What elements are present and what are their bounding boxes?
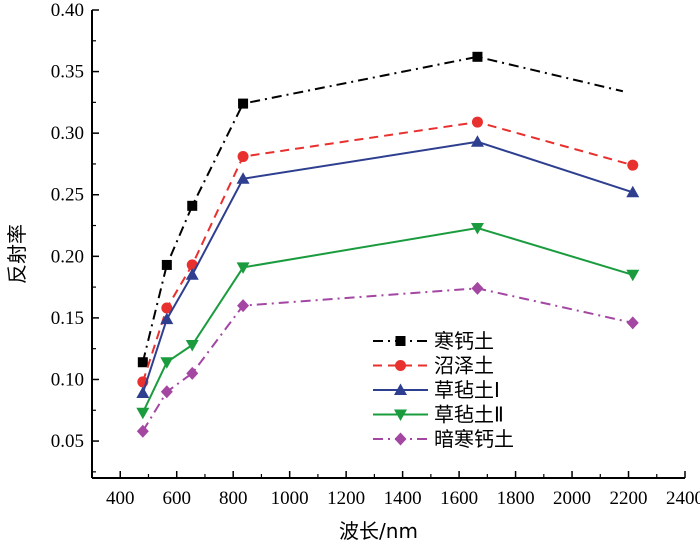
data-point — [236, 262, 250, 274]
data-point — [470, 135, 484, 147]
y-tick-label: 0.10 — [51, 369, 84, 390]
series-line — [141, 140, 634, 394]
series-1 — [137, 51, 624, 368]
y-tick-label: 0.30 — [51, 123, 84, 144]
x-tick-label: 1200 — [327, 488, 365, 509]
legend-label: 沼泽土 — [434, 354, 494, 378]
x-tick-label: 400 — [106, 488, 135, 509]
x-tick-label: 1000 — [271, 488, 309, 509]
x-tick-label: 1800 — [497, 488, 535, 509]
y-tick-label: 0.05 — [51, 431, 84, 452]
legend-swatch-marker — [395, 336, 406, 346]
series-layer — [136, 51, 640, 438]
series-line — [141, 226, 634, 414]
x-tick-label: 600 — [162, 488, 191, 509]
series-line — [141, 287, 633, 432]
data-point — [238, 98, 249, 109]
legend-label: 草毡土Ⅰ — [434, 378, 500, 402]
series-line — [141, 55, 624, 363]
legend-label: 暗寒钙土 — [434, 427, 514, 451]
x-tick-label: 2400 — [666, 488, 700, 509]
data-point — [187, 200, 198, 211]
data-point — [471, 281, 484, 295]
legend-item-3: 草毡土Ⅰ — [373, 378, 500, 402]
x-tick-label: 2200 — [610, 488, 648, 509]
y-tick-label: 0.40 — [51, 0, 84, 21]
data-point — [136, 386, 150, 399]
data-point — [136, 407, 150, 420]
x-tick-label: 1600 — [440, 488, 478, 509]
legend-swatch-marker — [394, 409, 407, 421]
y-tick-label: 0.35 — [51, 62, 84, 83]
legend-item-2: 沼泽土 — [373, 354, 494, 378]
data-point — [160, 385, 173, 399]
legend-swatch-marker — [394, 432, 407, 446]
data-point — [237, 151, 249, 163]
series-4 — [136, 222, 640, 420]
data-point — [237, 299, 250, 313]
data-point — [136, 424, 149, 438]
legend-label: 寒钙土 — [434, 329, 494, 353]
x-tick-label: 800 — [219, 488, 248, 509]
data-point — [160, 357, 174, 369]
legend-item-1: 寒钙土 — [373, 329, 494, 353]
series-5 — [136, 281, 639, 438]
legend-label: 草毡土Ⅱ — [434, 403, 504, 427]
data-point — [186, 366, 199, 380]
data-point — [185, 268, 199, 280]
data-point — [160, 312, 174, 325]
legend-swatch-marker — [395, 360, 406, 371]
data-point — [161, 302, 173, 314]
x-axis-title: 波长/nm — [339, 519, 418, 543]
data-point — [161, 259, 172, 270]
data-point — [185, 339, 199, 352]
data-point — [471, 116, 483, 128]
y-tick-label: 0.15 — [51, 308, 84, 329]
series-3 — [136, 135, 640, 399]
legend-item-4: 草毡土Ⅱ — [373, 403, 504, 427]
data-point — [470, 222, 484, 235]
data-point — [627, 159, 639, 171]
data-point — [626, 269, 640, 282]
y-axis-title: 反射率 — [5, 224, 29, 284]
x-tick-label: 1400 — [384, 488, 422, 509]
axes: 400 600 800 1000 1200 1400 1600 1800 2000 2200 240… — [5, 0, 700, 543]
data-point — [236, 172, 250, 184]
legend-item-5: 暗寒钙土 — [373, 427, 514, 451]
data-point — [137, 357, 148, 368]
x-tick-label: 2000 — [553, 488, 591, 509]
y-tick-label: 0.25 — [51, 185, 84, 206]
legend-swatch-marker — [394, 383, 407, 395]
y-tick-label: 0.20 — [51, 246, 84, 267]
data-point — [626, 316, 639, 330]
data-point — [472, 51, 483, 62]
data-point — [626, 185, 640, 198]
